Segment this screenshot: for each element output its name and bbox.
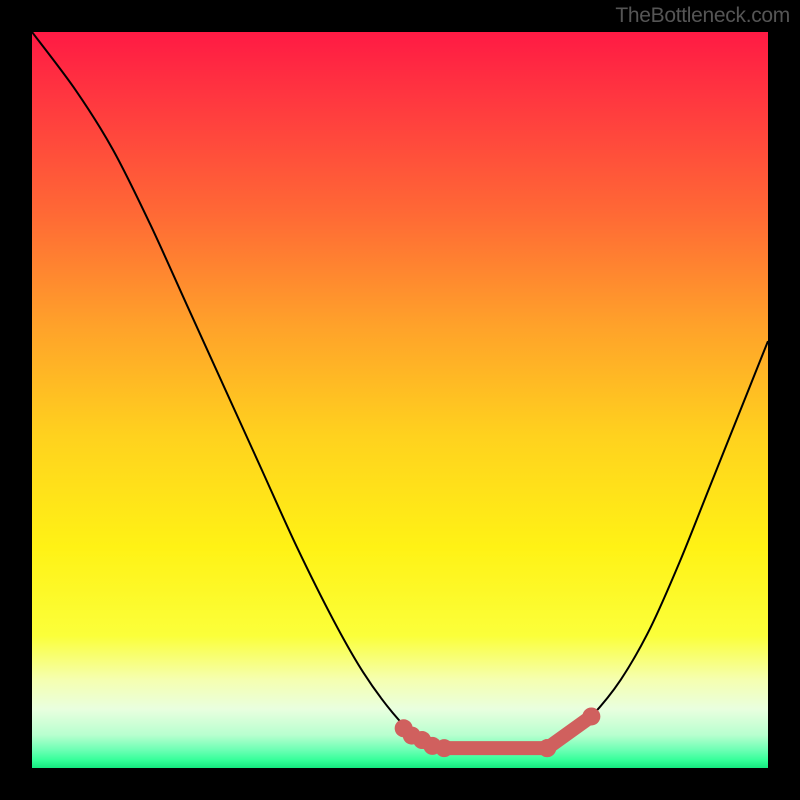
plot-area bbox=[32, 32, 768, 768]
watermark-text: TheBottleneck.com bbox=[615, 4, 790, 28]
valley-markers bbox=[32, 32, 768, 768]
